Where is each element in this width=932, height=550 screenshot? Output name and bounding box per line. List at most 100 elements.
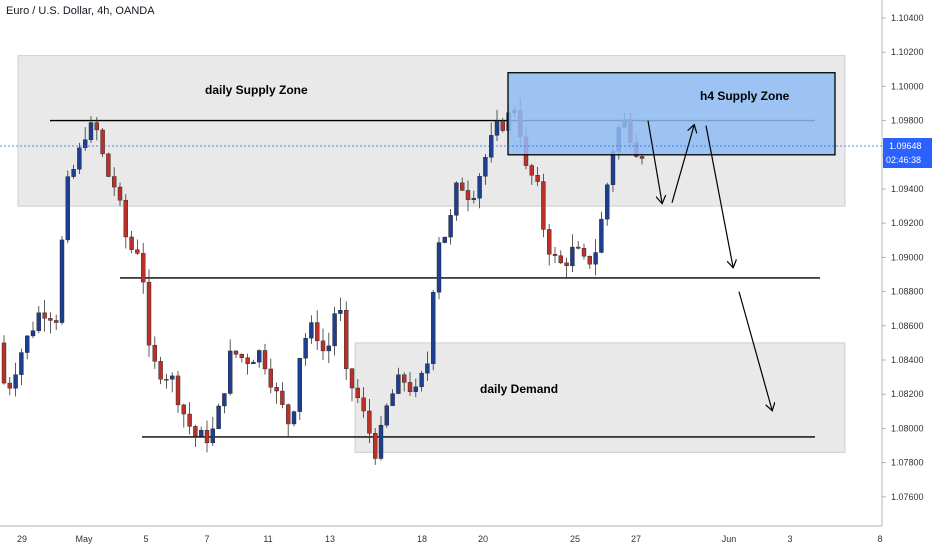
candle-body bbox=[291, 411, 297, 425]
candle-body bbox=[535, 175, 540, 182]
projection-arrow-2[interactable] bbox=[705, 125, 733, 267]
candle-body bbox=[30, 330, 36, 337]
candle-body bbox=[581, 248, 587, 257]
x-tick-label: 5 bbox=[143, 534, 148, 544]
candle-body bbox=[19, 352, 24, 375]
candle-body bbox=[431, 292, 436, 364]
candle-body bbox=[36, 312, 41, 331]
x-tick-label: 8 bbox=[877, 534, 882, 544]
candle-body bbox=[100, 129, 105, 155]
candle-body bbox=[1, 342, 7, 384]
candle-body bbox=[222, 393, 227, 407]
candle-body bbox=[65, 176, 71, 241]
x-tick-label: 3 bbox=[787, 534, 792, 544]
y-tick-label: 1.09000 bbox=[891, 252, 924, 262]
candle-body bbox=[227, 350, 233, 394]
candle-body bbox=[129, 236, 134, 250]
candle-body bbox=[82, 139, 88, 148]
candle-body bbox=[442, 236, 447, 243]
candle-body bbox=[164, 378, 169, 381]
x-tick-label: May bbox=[75, 534, 93, 544]
candle-body bbox=[181, 404, 187, 415]
candle-body bbox=[210, 428, 216, 444]
projection-arrow-0[interactable] bbox=[647, 120, 662, 203]
zone-label-1: h4 Supply Zone bbox=[700, 89, 790, 103]
candle-body bbox=[576, 246, 581, 249]
candle-body bbox=[448, 215, 453, 238]
y-tick-label: 1.08600 bbox=[891, 321, 924, 331]
price-badge-bg bbox=[883, 138, 932, 168]
candle-body bbox=[233, 350, 239, 355]
candle-body bbox=[425, 363, 430, 374]
candle-body bbox=[303, 337, 308, 359]
candle-body bbox=[262, 350, 268, 370]
candle-body bbox=[413, 386, 418, 392]
projection-arrow-3[interactable] bbox=[738, 291, 772, 410]
candle-body bbox=[245, 357, 250, 365]
candle-body bbox=[460, 182, 465, 191]
candle-body bbox=[471, 197, 476, 200]
candle-body bbox=[436, 242, 442, 293]
candle-body bbox=[355, 387, 360, 399]
candle-body bbox=[494, 120, 500, 136]
candle-body bbox=[204, 429, 210, 444]
candle-body bbox=[529, 165, 534, 176]
candle-body bbox=[477, 176, 482, 199]
candle-body bbox=[349, 368, 355, 389]
y-tick-label: 1.07800 bbox=[891, 458, 924, 468]
projection-arrow-1[interactable] bbox=[671, 126, 694, 203]
candle-body bbox=[338, 309, 343, 314]
y-tick-label: 1.10400 bbox=[891, 13, 924, 23]
candle-body bbox=[541, 181, 546, 230]
x-tick-label: 29 bbox=[17, 534, 27, 544]
y-tick-label: 1.08400 bbox=[891, 355, 924, 365]
chart-title: Euro / U.S. Dollar, 4h, OANDA bbox=[6, 5, 155, 17]
y-tick-label: 1.10000 bbox=[891, 81, 924, 91]
zone-label-2: daily Demand bbox=[480, 382, 558, 396]
candle-body bbox=[187, 413, 192, 427]
candle-body bbox=[610, 151, 616, 185]
candle-body bbox=[378, 424, 384, 459]
candle-body bbox=[605, 184, 610, 220]
candle-body bbox=[140, 253, 146, 283]
candle-body bbox=[552, 254, 558, 256]
candle-body bbox=[402, 374, 407, 383]
candle-body bbox=[169, 375, 175, 380]
candle-body bbox=[48, 318, 53, 321]
y-tick-label: 1.09800 bbox=[891, 116, 924, 126]
countdown-label: 02:46:38 bbox=[886, 155, 921, 165]
candle-body bbox=[419, 372, 424, 387]
candle-body bbox=[384, 405, 389, 426]
candle-body bbox=[251, 361, 256, 365]
candle-body bbox=[25, 335, 30, 353]
candle-body bbox=[315, 322, 320, 342]
candle-body bbox=[198, 429, 204, 437]
x-tick-label: 25 bbox=[570, 534, 580, 544]
candle-body bbox=[59, 239, 65, 323]
y-tick-label: 1.07600 bbox=[891, 492, 924, 502]
zone-2 bbox=[354, 342, 846, 453]
candle-body bbox=[558, 255, 563, 264]
candle-body bbox=[454, 182, 459, 216]
candle-body bbox=[117, 186, 123, 201]
candle-body bbox=[13, 374, 18, 389]
candle-body bbox=[274, 387, 279, 392]
candle-body bbox=[373, 433, 378, 459]
candle-body bbox=[146, 281, 152, 346]
candle-body bbox=[593, 252, 598, 265]
candle-body bbox=[407, 382, 413, 392]
candle-body bbox=[42, 312, 47, 319]
candle-body bbox=[175, 375, 181, 406]
candle-body bbox=[193, 426, 198, 437]
candle-body bbox=[239, 354, 245, 358]
candle-body bbox=[111, 176, 117, 188]
candle-body bbox=[396, 374, 401, 394]
candle-body bbox=[257, 350, 262, 363]
candle-body bbox=[309, 322, 314, 339]
candle-body bbox=[77, 147, 82, 170]
candle-body bbox=[297, 358, 302, 412]
candle-body bbox=[326, 345, 331, 352]
candle-body bbox=[158, 361, 163, 380]
y-tick-label: 1.10200 bbox=[891, 47, 924, 57]
